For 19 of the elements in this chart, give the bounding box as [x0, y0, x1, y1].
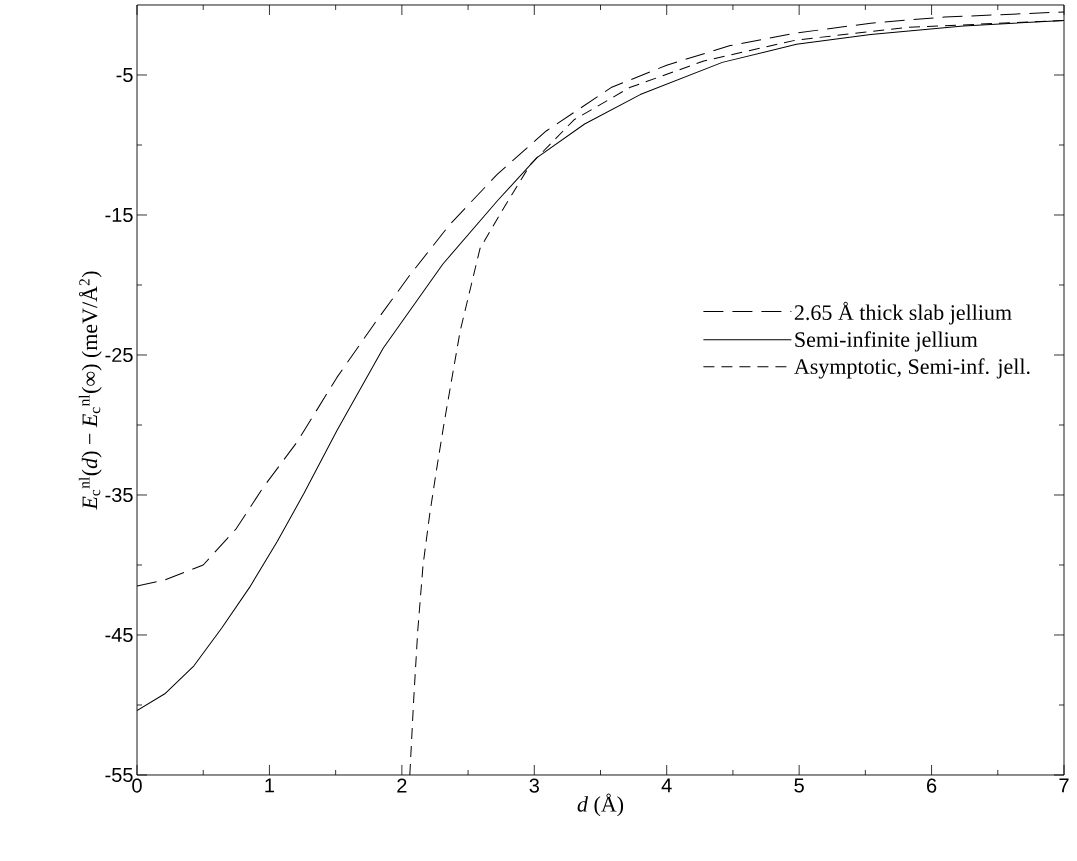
legend-label: Semi-infinite jellium [795, 331, 978, 352]
x-tick-label: 5 [794, 778, 804, 793]
x-tick-label: 6 [927, 778, 937, 793]
text: E$_{c}$$^{nl}$(d) − E$_{c}$$^{nl}$(∞) (meV/Å$^{2}$) [78, 271, 102, 510]
y-tick-label: -25 [105, 347, 133, 363]
y-tick-label: -15 [105, 208, 133, 222]
x-axis-title: d (Å) [577, 793, 624, 817]
y-tick-label: -55 [105, 768, 133, 782]
x-tick-label: 0 [132, 778, 142, 793]
x-tick-label: 2 [397, 778, 407, 793]
y-tick-label: -45 [105, 628, 133, 642]
x-tick-label: 7 [1059, 778, 1069, 793]
y-tick-label: -5 [116, 68, 133, 82]
x-tick-label: 4 [661, 778, 672, 793]
legend-label: 2.65 Å thick slab jellium [794, 301, 1012, 325]
x-tick-label: 3 [529, 778, 539, 793]
y-tick-label: -35 [105, 487, 133, 503]
x-tick-label: 1 [265, 778, 275, 793]
legend-label: Asymptotic, Semi-inf. jell. [794, 358, 1030, 379]
